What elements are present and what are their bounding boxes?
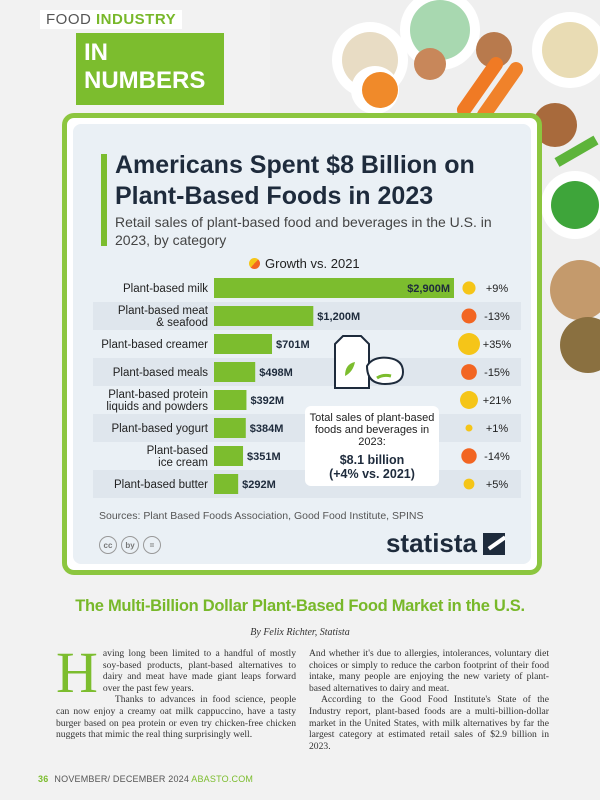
leaf-icon [345, 362, 355, 376]
license-icons: cc by = [99, 536, 161, 554]
title-accent-bar [101, 154, 107, 246]
category-label: & seafood [156, 317, 208, 329]
drop-cap: H [56, 640, 98, 705]
category-label: Plant-based creamer [101, 339, 208, 351]
value-label: $2,900M [407, 283, 450, 295]
chart-subtitle: Retail sales of plant-based food and bev… [115, 214, 492, 248]
article-paragraph: And whether it's due to allergies, intol… [309, 648, 549, 694]
bar [214, 306, 314, 326]
growth-bubble [461, 364, 477, 380]
chart-sources: Sources: Plant Based Foods Association, … [99, 510, 424, 522]
bar [214, 474, 239, 494]
category-label: Plant-based [147, 445, 208, 457]
value-label: $701M [276, 339, 310, 351]
website-link[interactable]: ABASTO.COM [191, 774, 254, 784]
article-column-2: And whether it's due to allergies, intol… [309, 648, 549, 752]
bar [214, 334, 273, 354]
page-number: 36 [38, 774, 49, 784]
total-sales-label: Total sales of plant-based foods and bev… [309, 412, 435, 448]
steak-icon [365, 356, 405, 386]
article-paragraph: Thanks to advances in food science, peop… [56, 694, 296, 741]
article-byline: By Felix Richter, Statista [250, 627, 350, 638]
value-label: $1,200M [317, 311, 360, 323]
growth-label: +21% [483, 395, 512, 407]
no-derivatives-icon: = [143, 536, 161, 554]
growth-label: +5% [486, 479, 509, 491]
section-kicker: FOOD INDUSTRY [40, 10, 183, 29]
category-label: Plant-based meat [118, 305, 209, 317]
statista-wordmark: statista [385, 528, 477, 558]
growth-label: -15% [484, 367, 510, 379]
milk-carton-icon [334, 335, 370, 389]
growth-label: -13% [484, 311, 510, 323]
row-background [93, 358, 521, 386]
total-sales-value: $8.1 billion [339, 453, 405, 467]
attribution-icon: by [121, 536, 139, 554]
article-paragraph: According to the Good Food Institute's S… [309, 694, 549, 752]
bar [214, 390, 247, 410]
category-label: Plant-based milk [123, 283, 208, 295]
category-label: ice cream [158, 457, 208, 469]
growth-label: -14% [484, 451, 510, 463]
growth-bubble [463, 478, 475, 490]
growth-bubble [458, 333, 480, 355]
bar-chart: Plant-based milk $2,900M +9% Plant-based me… [93, 278, 521, 498]
article-title: The Multi-Billion Dollar Plant-Based Foo… [75, 597, 525, 615]
category-label: Plant-based meals [113, 367, 208, 379]
bar [214, 446, 244, 466]
bar [214, 418, 246, 438]
growth-bubble [461, 448, 477, 464]
steak-marbling-icon [376, 373, 392, 380]
bar [214, 278, 454, 298]
growth-bubble [461, 308, 477, 324]
growth-bubble [465, 424, 473, 432]
legend-label: Growth vs. 2021 [265, 256, 360, 271]
growth-bubble [460, 391, 478, 409]
issue-date: NOVEMBER/ DECEMBER 2024 [54, 774, 192, 784]
value-label: $498M [259, 367, 293, 379]
growth-bubble [462, 281, 476, 295]
section-title: IN NUMBERS [76, 33, 224, 105]
section-header: FOOD INDUSTRY IN NUMBERS [40, 10, 224, 105]
chart-legend: Growth vs. 2021 [249, 256, 360, 271]
value-label: $292M [242, 479, 276, 491]
value-label: $384M [250, 423, 284, 435]
creative-commons-icon: cc [99, 536, 117, 554]
value-label: $351M [247, 451, 281, 463]
page-footer: 36 NOVEMBER/ DECEMBER 2024 ABASTO.COM [38, 774, 253, 784]
total-sales-callout: Total sales of plant-based foods and bev… [305, 406, 439, 486]
total-sales-change: (+4% vs. 2021) [329, 467, 415, 481]
category-label: Plant-based yogurt [111, 423, 208, 435]
legend-dot-icon [249, 258, 260, 269]
growth-label: +35% [483, 339, 512, 351]
statista-logo: statista [386, 528, 505, 559]
infographic-card: Americans Spent $8 Billion on Plant-Base… [62, 113, 542, 575]
bar [214, 362, 256, 382]
chart-title: Americans Spent $8 Billion on Plant-Base… [115, 151, 475, 210]
growth-label: +9% [486, 283, 509, 295]
growth-label: +1% [486, 423, 509, 435]
category-label: Plant-based butter [114, 479, 208, 491]
value-label: $392M [250, 395, 284, 407]
statista-mark-icon [483, 532, 505, 555]
category-label: Plant-based protein [108, 389, 208, 401]
category-label: liquids and powders [106, 401, 208, 413]
